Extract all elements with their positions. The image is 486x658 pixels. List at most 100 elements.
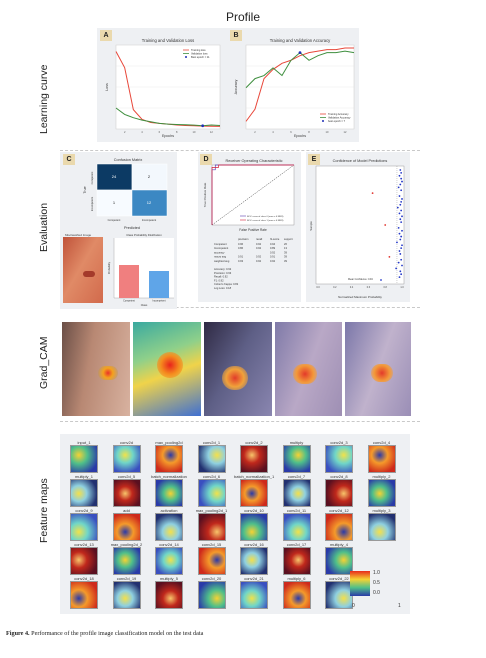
feature-map-tile — [155, 445, 183, 473]
feature-map-tile — [282, 547, 311, 575]
accuracy-xlabel: Epochs — [294, 134, 306, 138]
grad-cam-original-image — [62, 322, 130, 416]
feature-map-label: conv2d_21 — [244, 576, 264, 581]
x-tick-label: 12 — [344, 130, 347, 134]
feature-map-label: conv2d_11 — [286, 508, 307, 513]
cell-value: 1 — [113, 200, 116, 205]
loss-xlabel: Epochs — [162, 134, 174, 138]
caption-text: Performance of the profile image classif… — [29, 630, 204, 637]
correct-prediction-point — [399, 203, 402, 206]
feature-map-tile — [240, 581, 268, 609]
report-cell: macro avg — [214, 255, 227, 259]
feature-map-tile — [325, 445, 353, 473]
report-cell: 0.86 — [238, 246, 244, 250]
x-tick-label: 0.8 — [384, 286, 388, 289]
incorrect-prediction-point — [388, 255, 391, 258]
confidence-title: Confidence of Model Predictions — [333, 159, 388, 163]
feature-map-label: conv2d_20 — [201, 576, 222, 581]
x-tick-label: 4 — [272, 130, 274, 134]
report-cell: 13 — [284, 246, 287, 250]
correct-prediction-point — [400, 247, 403, 250]
correct-prediction-point — [401, 264, 403, 267]
legend-validation-accuracy: Validation Accuracy — [328, 116, 351, 120]
mean-confidence-label: Mean Confidence: 0.94 — [348, 278, 373, 281]
svg-text:support: support — [284, 237, 293, 241]
correct-prediction-point — [399, 169, 402, 171]
grad-cam-heatmap — [133, 322, 201, 416]
panel-letter-d: D — [200, 154, 212, 165]
report-cell: 0.89 — [270, 246, 276, 250]
misclassified-image — [63, 237, 103, 303]
feature-map-label: conv2d_9 — [75, 508, 93, 513]
correct-prediction-point — [396, 206, 399, 209]
feature-map-label: multiply_5 — [159, 576, 178, 581]
axis-tick: 0 — [352, 603, 355, 609]
chance-line — [211, 164, 295, 226]
col-label: Incompetent — [142, 218, 157, 222]
correct-prediction-point — [398, 174, 401, 177]
feature-map-label: conv2d_13 — [74, 542, 94, 547]
correct-prediction-point — [395, 267, 398, 270]
feature-map-tile — [112, 547, 141, 575]
correct-prediction-point — [396, 241, 398, 244]
confidence-xlabel: Normalized Maximum Probability — [338, 295, 382, 299]
figure-caption: Figure 4. Performance of the profile ima… — [6, 630, 203, 637]
x-tick-label: 10 — [326, 130, 329, 134]
correct-prediction-point — [399, 238, 402, 241]
colorbar-tick: 0.0 — [373, 590, 380, 596]
report-cell: 0.91 — [238, 255, 244, 259]
feature-map-tile — [367, 479, 396, 507]
x-tick-label: 0.6 — [367, 286, 371, 289]
report-cell: weighted avg — [214, 259, 230, 263]
cell-value: 24 — [112, 174, 117, 179]
incorrect-prediction-point — [371, 192, 374, 195]
feature-map-label: conv2d_19 — [116, 576, 137, 581]
best-epoch-marker — [201, 124, 205, 128]
feature-map-label: max_pooling2d — [155, 440, 183, 445]
roc-chart: Receiver Operating Characteristic ROC cu… — [203, 159, 295, 290]
feature-map-label: max_pooling2d_2 — [110, 542, 143, 547]
row-label: Incompetent — [90, 197, 94, 212]
x-tick-label: 12 — [210, 130, 213, 134]
correct-prediction-point — [401, 215, 403, 218]
report-cell: 0.92 — [256, 242, 262, 246]
feature-map-tile — [70, 479, 98, 507]
feature-map-label: conv2d_5 — [117, 474, 136, 479]
report-cell: 0.94 — [270, 242, 276, 246]
feature-map-label: input_1 — [77, 440, 91, 445]
roc-ylabel: True Positive Rate — [203, 182, 207, 207]
correct-prediction-point — [400, 189, 403, 192]
feature-map-label: conv2d_1 — [202, 440, 221, 445]
x-tick-label: 4 — [141, 130, 143, 134]
feature-map-tile — [70, 547, 98, 575]
report-cell: 0.91 — [270, 255, 276, 259]
metric-line: Log Loss: 0.18 — [214, 286, 232, 290]
feature-map-tile — [325, 479, 353, 507]
feature-map-label: max_pooling2d_1 — [195, 508, 228, 513]
feature-map-tile — [112, 581, 141, 609]
report-cell: 39 — [284, 259, 287, 263]
report-cell: 0.92 — [256, 255, 262, 259]
col-label: Competent — [108, 218, 121, 222]
feature-map-label: conv2d_16 — [244, 542, 264, 547]
correct-prediction-point — [398, 276, 401, 279]
feature-map-tile — [197, 513, 226, 541]
report-cell: 0.96 — [238, 242, 244, 246]
correct-prediction-point — [397, 261, 400, 264]
feature-map-tile — [240, 513, 268, 541]
roc-title: Receiver Operating Characteristic — [226, 159, 283, 163]
feature-map-label: activation — [160, 508, 178, 513]
correct-prediction-point — [399, 218, 402, 221]
legend-best-epoch: best epoch = 7 — [328, 119, 346, 123]
metric-line: F1: 0.92 — [214, 278, 224, 282]
correct-prediction-point — [401, 244, 403, 247]
best-epoch-marker — [298, 51, 302, 55]
report-cell: 0.92 — [270, 250, 276, 254]
feature-map-tile — [70, 581, 98, 609]
panel-letter-c: C — [63, 154, 75, 165]
training-accuracy-line — [245, 47, 354, 122]
feature-map-tile — [112, 513, 141, 541]
feature-map-label: multiply_4 — [329, 542, 348, 547]
feature-map-label: multiply_2 — [372, 474, 391, 479]
report-cell: accuracy — [214, 250, 225, 254]
